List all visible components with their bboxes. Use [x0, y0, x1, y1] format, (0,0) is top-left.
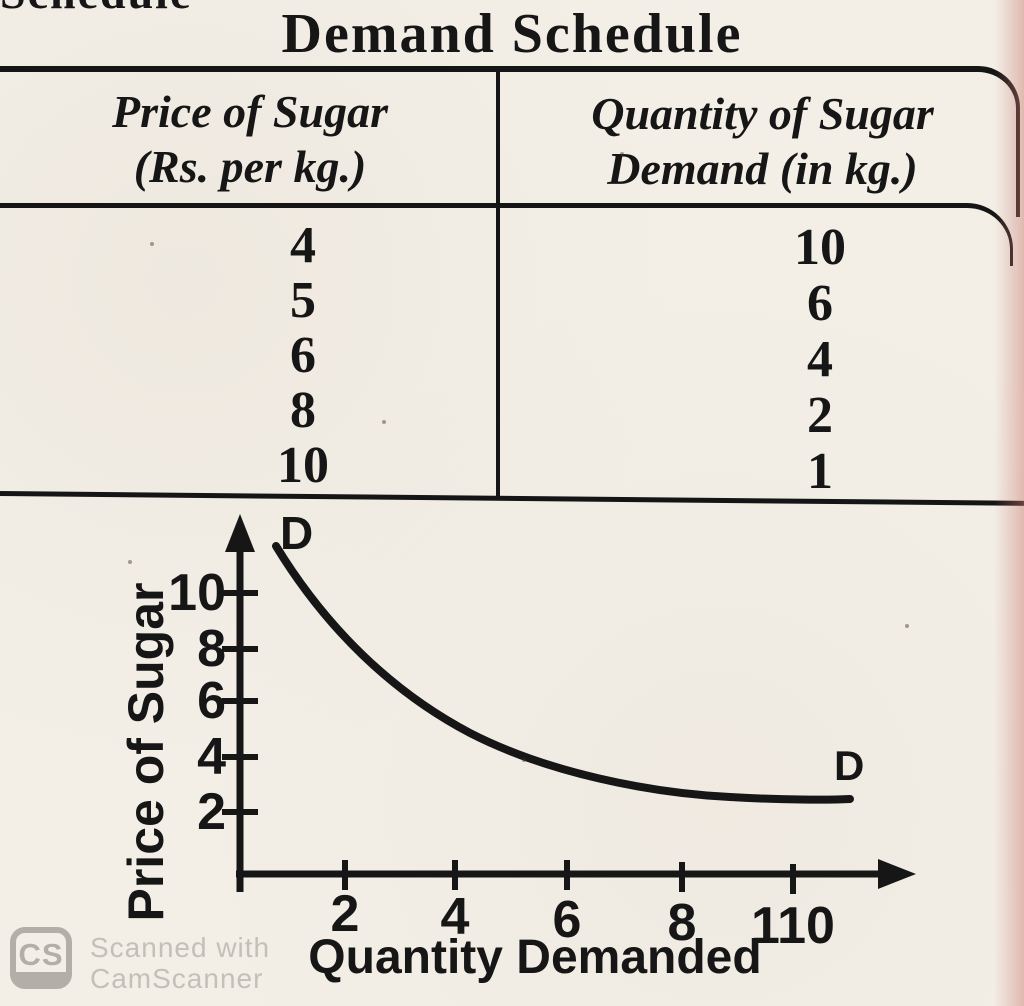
page-edge-shadow	[994, 0, 1024, 1006]
watermark-line1: Scanned with	[90, 932, 271, 963]
paper-speck	[382, 420, 386, 424]
paper-speck	[128, 560, 132, 564]
x-tick-label: 8	[667, 894, 697, 952]
price-cell: 5	[290, 272, 316, 329]
table-column-divider	[496, 70, 500, 496]
table-top-border	[0, 66, 1020, 217]
table-title: Demand Schedule	[281, 3, 743, 65]
price-cell: 8	[290, 382, 316, 439]
camscanner-logo-text: CS	[18, 937, 64, 972]
x-tick-label: 2	[330, 885, 360, 943]
camscanner-logo-bar	[16, 972, 66, 983]
quantity-cell: 4	[807, 331, 833, 388]
header-price-line1: Price of Sugar	[112, 86, 388, 137]
header-quantity-line1: Quantity of Sugar	[591, 88, 934, 139]
y-axis-arrow-icon	[225, 514, 255, 552]
price-cell: 4	[290, 217, 316, 274]
price-cell: 6	[290, 327, 316, 384]
curve-label-end: D	[834, 742, 865, 789]
x-tick-label: 4	[440, 888, 470, 946]
header-quantity-column: Quantity of Sugar Demand (in kg.)	[505, 86, 1020, 196]
header-quantity-line2: Demand (in kg.)	[607, 143, 918, 194]
quantity-column-values: 10 6 4 2 1	[620, 220, 1020, 500]
cutoff-text-fragment: Schedule :	[0, 0, 190, 16]
camscanner-logo-icon: CS	[10, 927, 72, 989]
header-price-column: Price of Sugar (Rs. per kg.)	[15, 84, 485, 194]
y-tick-label: 10	[168, 564, 226, 622]
quantity-cell: 10	[794, 219, 846, 276]
demand-curve	[272, 542, 854, 804]
y-tick-label: 6	[197, 672, 226, 730]
watermark-line2: CamScanner	[90, 963, 264, 994]
x-tick-label: 110	[751, 897, 835, 955]
price-column-values: 4 5 6 8 10	[103, 218, 503, 493]
curve-label-start: D	[280, 507, 314, 559]
paper-speck	[522, 758, 526, 762]
demand-curve-chart	[222, 514, 916, 894]
y-tick-label: 4	[197, 728, 226, 786]
quantity-cell: 6	[807, 275, 833, 332]
paper-speck	[150, 242, 154, 246]
x-tick-label: 6	[552, 891, 582, 949]
y-tick-label: 8	[197, 620, 226, 678]
quantity-cell: 2	[807, 387, 833, 444]
price-cell: 10	[277, 437, 329, 494]
quantity-cell: 1	[807, 443, 833, 500]
x-axis-title: Quantity Demanded	[308, 931, 762, 984]
x-axis-ticks	[342, 860, 796, 894]
y-axis-title: Price of Sugar	[118, 582, 174, 922]
x-axis-arrow-icon	[878, 859, 916, 889]
paper-speck	[905, 624, 909, 628]
y-axis-ticks	[222, 590, 258, 815]
y-tick-label: 2	[197, 783, 226, 841]
header-price-line2: (Rs. per kg.)	[133, 141, 367, 192]
paper-speck	[620, 152, 624, 156]
